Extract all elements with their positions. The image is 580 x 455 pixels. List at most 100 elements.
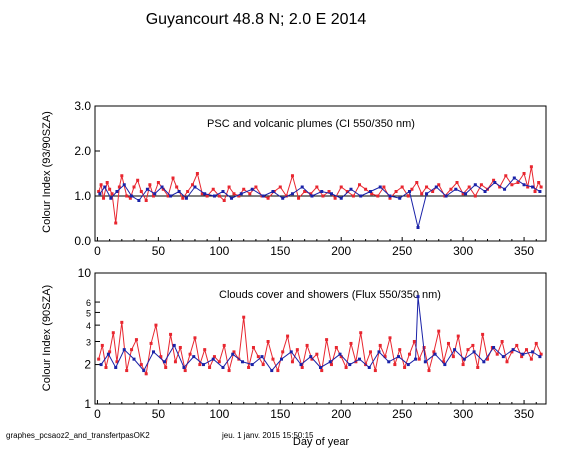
data-point <box>444 194 448 198</box>
data-point <box>256 355 260 359</box>
data-point <box>339 355 343 359</box>
data-point <box>539 352 543 356</box>
data-point <box>524 348 528 352</box>
data-point <box>309 355 313 359</box>
data-point <box>106 352 110 356</box>
data-point <box>120 174 124 178</box>
data-point <box>284 194 288 198</box>
data-point <box>276 369 280 373</box>
data-point <box>278 185 282 189</box>
data-point <box>414 357 418 361</box>
x-tick-label: 200 <box>331 407 351 421</box>
data-point <box>370 192 374 196</box>
data-point <box>443 363 447 367</box>
data-point <box>173 360 177 364</box>
footer-timestamp: jeu. 1 janv. 2015 15:50:15 <box>221 431 314 440</box>
data-point <box>453 348 457 352</box>
y-tick-label: 5 <box>86 308 91 318</box>
data-point <box>178 345 182 349</box>
data-point <box>169 332 173 336</box>
data-point <box>339 185 343 189</box>
data-point <box>137 199 141 202</box>
data-point <box>260 355 264 359</box>
data-point <box>434 185 438 189</box>
data-point <box>300 185 304 189</box>
data-point <box>387 360 391 364</box>
data-point <box>222 343 226 347</box>
data-point <box>516 181 520 184</box>
data-point <box>142 369 146 373</box>
data-point <box>345 190 349 193</box>
data-point <box>130 348 134 352</box>
upper-y-axis-label: Colour Index (93/90SZA) <box>41 111 53 233</box>
data-point <box>400 185 404 189</box>
lower-marks <box>97 295 543 376</box>
data-point <box>522 183 526 187</box>
data-point <box>501 355 505 359</box>
data-point <box>473 194 477 198</box>
data-point <box>310 194 314 198</box>
lower-y-axis-label: Colour Index (90SZA) <box>41 285 53 391</box>
data-point <box>108 187 112 191</box>
data-point <box>100 343 104 347</box>
data-point <box>420 192 424 196</box>
x-tick-label: 250 <box>392 244 412 258</box>
data-point <box>125 369 129 373</box>
data-point <box>160 185 164 189</box>
data-point <box>415 181 419 184</box>
data-point <box>427 369 431 373</box>
data-point <box>368 350 372 354</box>
data-point <box>383 355 387 359</box>
data-point <box>175 185 179 189</box>
series-0-line <box>98 317 542 376</box>
data-point <box>122 348 126 352</box>
data-point <box>320 190 324 193</box>
data-point <box>203 348 207 352</box>
data-point <box>250 187 254 191</box>
data-point <box>105 181 109 184</box>
data-point <box>451 355 455 359</box>
data-point <box>132 357 136 361</box>
x-tick-label: 350 <box>514 244 534 258</box>
data-point <box>328 360 332 364</box>
data-point <box>521 352 525 356</box>
data-point <box>406 363 410 367</box>
data-point <box>181 196 185 200</box>
data-point <box>504 174 508 178</box>
data-point <box>149 341 153 345</box>
data-point <box>183 369 187 373</box>
data-point <box>432 350 436 354</box>
data-point <box>192 355 196 359</box>
data-point <box>305 343 309 347</box>
data-point <box>512 176 516 180</box>
data-point <box>364 187 368 191</box>
data-point <box>102 196 106 200</box>
data-point <box>467 185 471 189</box>
data-point <box>376 194 380 198</box>
x-tick-label: 50 <box>152 244 166 258</box>
data-point <box>122 183 126 187</box>
data-point <box>182 365 186 369</box>
data-point <box>114 365 118 369</box>
data-point <box>388 336 392 340</box>
data-point <box>152 194 156 198</box>
data-point <box>108 350 112 354</box>
data-point <box>117 185 121 189</box>
data-point <box>222 199 226 202</box>
data-point <box>472 350 476 354</box>
data-point <box>531 350 535 354</box>
data-point <box>109 196 113 200</box>
data-point <box>393 363 397 367</box>
data-point <box>208 365 212 369</box>
data-point <box>492 178 496 182</box>
data-point <box>104 365 108 369</box>
data-point <box>319 365 322 369</box>
data-point <box>195 172 199 175</box>
data-point <box>266 196 270 200</box>
data-point <box>184 196 188 200</box>
data-point <box>162 360 166 364</box>
data-point <box>99 183 103 187</box>
x-tick-label: 150 <box>270 407 290 421</box>
data-point <box>437 183 441 187</box>
